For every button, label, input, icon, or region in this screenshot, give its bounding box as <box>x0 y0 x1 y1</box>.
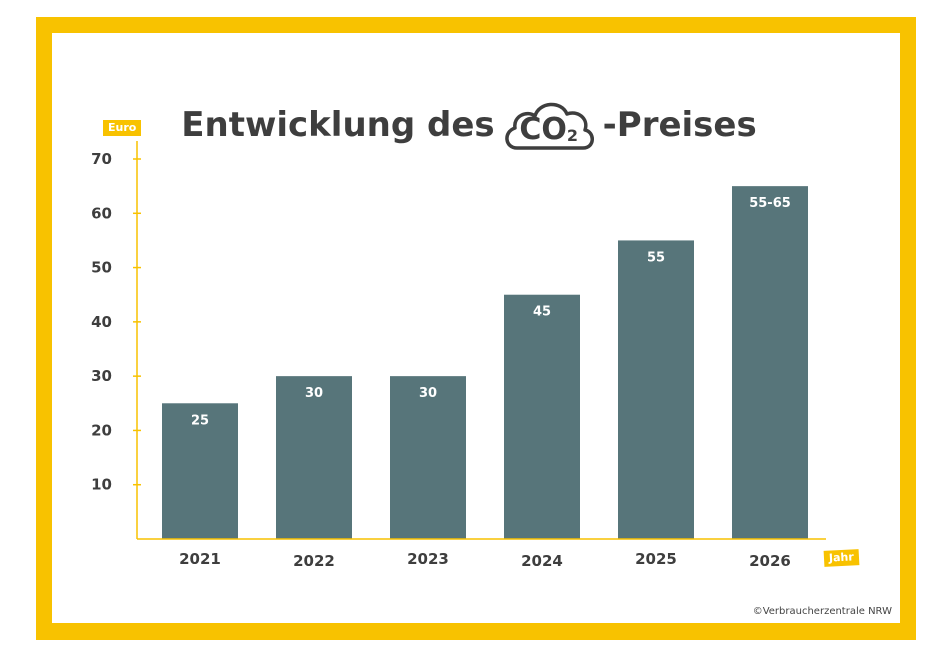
title-text-before: Entwicklung des <box>181 105 495 145</box>
bar-2023 <box>390 376 466 539</box>
x-tick-label-2023: 2023 <box>407 550 449 568</box>
x-axis-label: Jahr <box>823 549 860 567</box>
data-label-2021: 25 <box>191 413 209 428</box>
y-tick-label-50: 50 <box>91 259 112 277</box>
chart-title: Entwicklung des CO2 -Preises <box>0 96 938 154</box>
data-label-2024: 45 <box>533 305 551 320</box>
bar-2026 <box>732 186 808 539</box>
x-tick-label-2021: 2021 <box>179 550 221 568</box>
bar-2024 <box>504 294 580 539</box>
data-label-2026: 55-65 <box>749 196 791 211</box>
y-tick-label-40: 40 <box>91 313 112 331</box>
co2-cloud-icon: CO2 <box>501 96 597 154</box>
y-tick-label-70: 70 <box>91 150 112 168</box>
bar-2022 <box>276 376 352 539</box>
co2-main: CO <box>519 112 567 147</box>
y-tick-label-60: 60 <box>91 204 112 222</box>
y-axis-label: Euro <box>103 120 142 136</box>
co2-subscript: 2 <box>566 126 578 145</box>
data-label-2022: 30 <box>305 386 323 401</box>
data-label-2025: 55 <box>647 250 665 265</box>
data-label-2023: 30 <box>419 386 437 401</box>
x-tick-label-2024: 2024 <box>521 552 563 570</box>
y-tick-label-10: 10 <box>91 476 112 494</box>
bar-2025 <box>618 240 694 539</box>
x-tick-label-2026: 2026 <box>749 552 791 570</box>
bar-2021 <box>162 403 238 539</box>
copyright-note: ©Verbraucherzentrale NRW <box>752 606 892 617</box>
y-tick-label-30: 30 <box>91 367 112 385</box>
y-tick-label-20: 20 <box>91 421 112 439</box>
x-tick-label-2022: 2022 <box>293 552 335 570</box>
x-tick-label-2025: 2025 <box>635 550 677 568</box>
title-text-after: -Preises <box>602 105 757 145</box>
